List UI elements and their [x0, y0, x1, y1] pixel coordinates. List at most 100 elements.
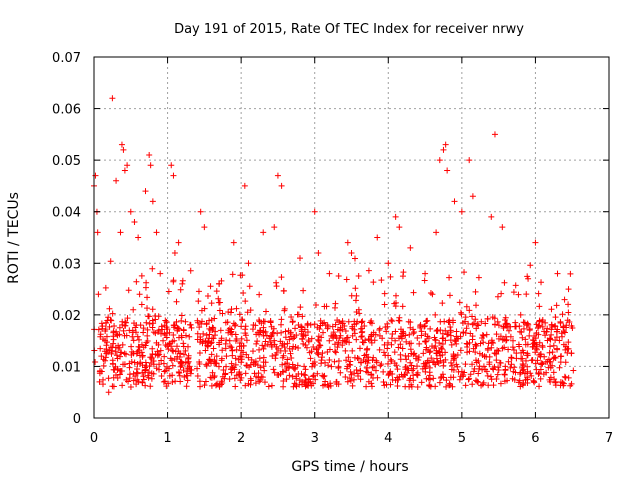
background-point	[497, 333, 504, 340]
background-point	[545, 364, 552, 371]
background-point	[363, 383, 370, 390]
background-point	[491, 315, 498, 322]
background-point	[96, 378, 103, 385]
background-point	[533, 330, 540, 337]
background-point	[536, 339, 543, 346]
background-point	[308, 335, 315, 342]
background-point	[163, 318, 170, 325]
background-point	[370, 279, 377, 286]
background-point	[347, 368, 354, 375]
data-point	[491, 131, 498, 138]
background-point	[498, 290, 505, 297]
background-point	[383, 381, 390, 388]
background-point	[283, 376, 290, 383]
background-point	[336, 327, 343, 334]
background-point	[530, 343, 537, 350]
background-point	[472, 349, 479, 356]
background-point	[408, 362, 415, 369]
background-point	[123, 319, 130, 326]
background-point	[227, 366, 234, 373]
background-point	[451, 355, 458, 362]
background-point	[324, 382, 331, 389]
background-point	[136, 344, 143, 351]
background-point	[168, 343, 175, 350]
background-point	[140, 373, 147, 380]
background-point	[551, 354, 558, 361]
background-point	[345, 354, 352, 361]
background-point	[305, 337, 312, 344]
background-point	[216, 339, 223, 346]
background-point	[433, 355, 440, 362]
background-point	[537, 351, 544, 358]
background-point	[187, 267, 194, 274]
background-point	[301, 326, 308, 333]
background-point	[146, 320, 153, 327]
background-point	[460, 329, 467, 336]
background-point	[361, 323, 368, 330]
background-point	[450, 351, 457, 358]
background-point	[358, 359, 365, 366]
data-point	[147, 162, 154, 169]
background-point	[508, 354, 515, 361]
background-point	[475, 357, 482, 364]
data-point	[109, 95, 116, 102]
background-point	[282, 328, 289, 335]
background-point	[182, 347, 189, 354]
background-point	[142, 382, 149, 389]
background-point	[170, 348, 177, 355]
y-axis-label: ROTI / TECUs	[6, 192, 22, 284]
background-point	[535, 323, 542, 330]
background-point	[351, 354, 358, 361]
background-point	[505, 346, 512, 353]
background-point	[162, 317, 169, 324]
background-point	[203, 332, 210, 339]
background-point	[462, 314, 469, 321]
background-point	[332, 349, 339, 356]
background-point	[223, 363, 230, 370]
background-point	[548, 322, 555, 329]
background-point	[247, 307, 254, 314]
background-point	[204, 342, 211, 349]
background-point	[551, 376, 558, 383]
background-point	[519, 360, 526, 367]
background-point	[381, 290, 388, 297]
background-point	[347, 377, 354, 384]
background-point	[260, 345, 267, 352]
background-point	[424, 317, 431, 324]
background-point	[512, 319, 519, 326]
data-point	[216, 280, 223, 287]
background-point	[300, 287, 307, 294]
background-point	[447, 374, 454, 381]
data-point	[121, 167, 128, 174]
background-point	[228, 328, 235, 335]
x-tick-label: 3	[311, 431, 319, 446]
background-point	[314, 350, 321, 357]
background-point	[335, 358, 342, 365]
background-point	[259, 342, 266, 349]
background-point	[469, 336, 476, 343]
background-point	[315, 344, 322, 351]
background-point	[488, 339, 495, 346]
background-point	[256, 378, 263, 385]
background-point	[391, 349, 398, 356]
background-point	[203, 362, 210, 369]
background-point	[431, 359, 438, 366]
background-point	[140, 329, 147, 336]
background-point	[280, 288, 287, 295]
background-point	[329, 323, 336, 330]
background-point	[280, 352, 287, 359]
background-point	[328, 363, 335, 370]
background-point	[435, 360, 442, 367]
data-point	[525, 275, 532, 282]
background-point	[542, 332, 549, 339]
y-tick-label: 0.06	[52, 103, 81, 118]
background-point	[209, 327, 216, 334]
background-point	[406, 340, 413, 347]
background-point	[299, 381, 306, 388]
background-point	[559, 311, 566, 318]
background-point	[458, 311, 465, 318]
background-point	[482, 366, 489, 373]
background-point	[392, 292, 399, 299]
background-point	[539, 342, 546, 349]
background-point	[147, 383, 154, 390]
